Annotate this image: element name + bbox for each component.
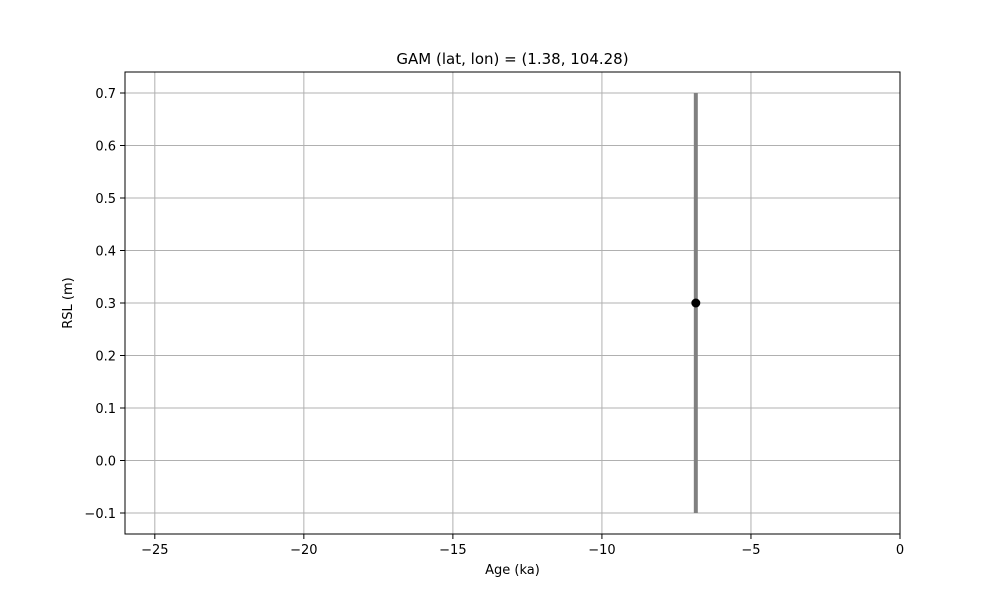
x-tick-label: −10: [588, 543, 615, 558]
x-axis-label: Age (ka): [485, 563, 540, 578]
y-axis-label: RSL (m): [61, 277, 76, 328]
y-tick-label: 0.4: [95, 245, 116, 260]
x-tick-label: −5: [741, 543, 760, 558]
x-tick-label: −15: [439, 543, 466, 558]
y-tick-label: 0.2: [95, 350, 116, 365]
grid: [125, 72, 901, 534]
x-tick-label: −20: [290, 543, 317, 558]
plot-data: [691, 93, 701, 513]
y-tick-label: 0.0: [95, 455, 116, 470]
data-point: [691, 298, 701, 308]
y-tick-label: −0.1: [84, 507, 116, 522]
y-tick-label: 0.3: [95, 297, 116, 312]
x-tick-label: 0: [896, 543, 904, 558]
axis-ticks: −25 −20 −15 −10 −5 0 −0.1 0.0 0.1 0.2 0.3 0.4 0.5 0.6…: [84, 87, 904, 558]
plot-area-frame: [124, 71, 901, 535]
y-tick-label: 0.1: [95, 402, 116, 417]
y-tick-label: 0.6: [95, 140, 116, 155]
x-tick-label: −25: [141, 543, 168, 558]
y-tick-label: 0.5: [95, 192, 116, 207]
y-tick-label: 0.7: [95, 87, 116, 102]
chart-title: GAM (lat, lon) = (1.38, 104.28): [396, 50, 628, 68]
